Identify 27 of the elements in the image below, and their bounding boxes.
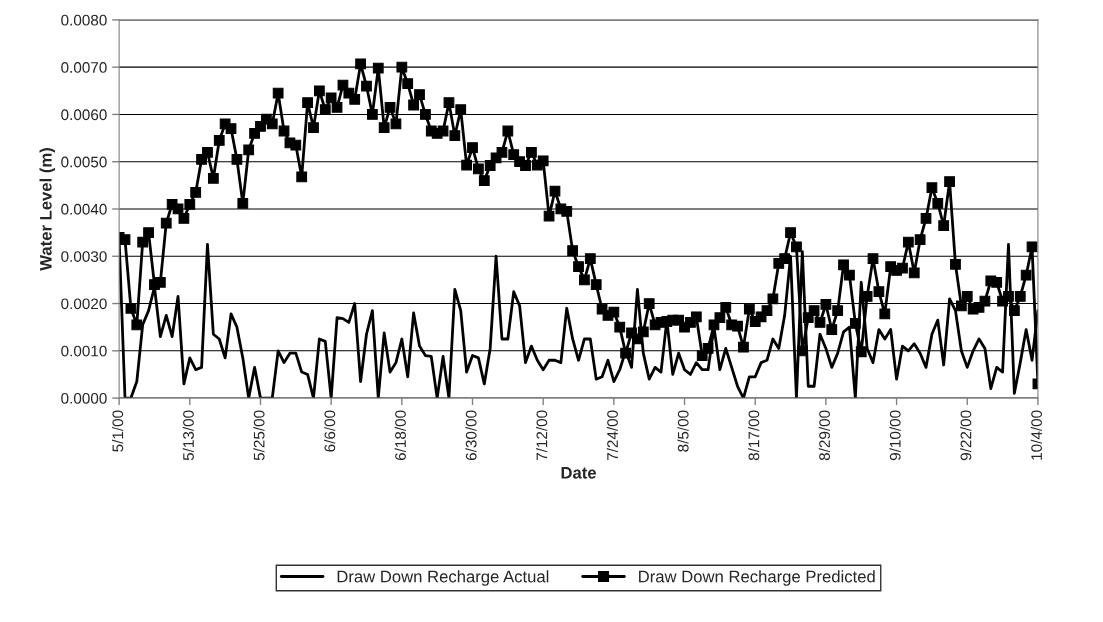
x-tick-label: 5/13/00 <box>182 410 194 461</box>
x-tick-label: 6/6/00 <box>324 410 336 452</box>
y-axis-title: Water Level (m) <box>39 148 56 271</box>
y-tick-label: 0.0080 <box>61 14 107 26</box>
x-tick-label: 5/25/00 <box>253 410 265 461</box>
x-tick-label: 8/29/00 <box>818 410 830 461</box>
y-tick-label: 0.0040 <box>61 203 107 215</box>
x-tick-label: 9/22/00 <box>960 410 972 461</box>
x-tick-label: 7/12/00 <box>536 410 548 461</box>
legend-label: Draw Down Recharge Actual <box>337 570 549 586</box>
y-tick-label: 0.0010 <box>61 345 107 357</box>
y-tick-label: 0.0030 <box>61 251 107 262</box>
x-tick-label: 7/24/00 <box>606 410 618 461</box>
y-tick-label: 0.0000 <box>61 392 107 404</box>
x-tick-label: 8/5/00 <box>677 410 689 452</box>
x-tick-label: 8/17/00 <box>748 410 760 461</box>
y-tick-label: 0.0060 <box>61 109 107 121</box>
x-axis-title: Date <box>561 467 597 479</box>
x-tick-label: 6/30/00 <box>465 410 477 461</box>
y-tick-label: 0.0050 <box>61 156 107 168</box>
x-tick-label: 10/4/00 <box>1030 410 1043 460</box>
legend-label: Draw Down Recharge Predicted <box>639 570 875 586</box>
y-tick-label: 0.0070 <box>61 62 107 73</box>
x-tick-label: 9/10/00 <box>889 410 901 461</box>
x-tick-label: 6/18/00 <box>394 410 406 461</box>
x-tick-label: 5/1/00 <box>112 410 124 452</box>
y-tick-label: 0.0020 <box>61 298 107 310</box>
